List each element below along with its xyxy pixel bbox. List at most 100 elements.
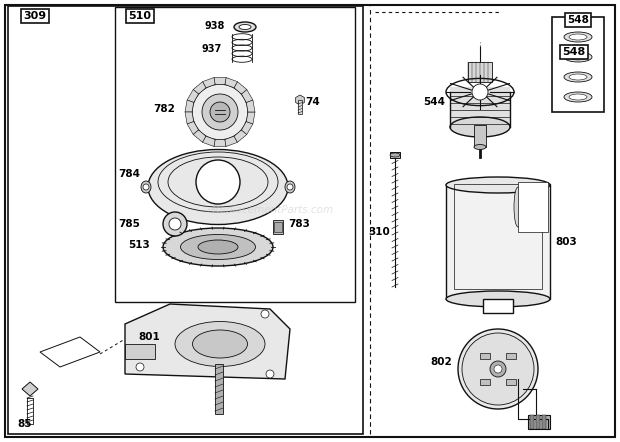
Polygon shape bbox=[193, 130, 206, 142]
Text: 801: 801 bbox=[138, 332, 160, 342]
Bar bbox=[530, 415, 534, 429]
Ellipse shape bbox=[564, 52, 592, 62]
Ellipse shape bbox=[192, 330, 247, 358]
Text: 548: 548 bbox=[567, 15, 589, 25]
Circle shape bbox=[472, 84, 488, 100]
Text: 937: 937 bbox=[202, 44, 222, 54]
Text: 803: 803 bbox=[555, 237, 577, 247]
Text: 548: 548 bbox=[562, 47, 586, 57]
Bar bbox=[542, 415, 546, 429]
Circle shape bbox=[196, 160, 240, 204]
Ellipse shape bbox=[446, 177, 550, 193]
Bar bbox=[298, 100, 302, 114]
Polygon shape bbox=[185, 100, 193, 112]
Bar bbox=[468, 62, 492, 82]
Polygon shape bbox=[187, 122, 198, 134]
Bar bbox=[518, 182, 548, 232]
Ellipse shape bbox=[514, 187, 522, 227]
Polygon shape bbox=[225, 136, 237, 146]
Text: 85: 85 bbox=[18, 419, 32, 429]
Polygon shape bbox=[483, 299, 513, 313]
Ellipse shape bbox=[141, 181, 151, 193]
Circle shape bbox=[202, 94, 238, 130]
Polygon shape bbox=[125, 304, 290, 379]
Ellipse shape bbox=[564, 92, 592, 102]
Bar bbox=[446, 184, 550, 299]
Bar bbox=[8, 6, 363, 434]
Text: eReplacementParts.com: eReplacementParts.com bbox=[206, 205, 334, 215]
Ellipse shape bbox=[175, 321, 265, 366]
Polygon shape bbox=[296, 95, 304, 105]
Polygon shape bbox=[246, 100, 255, 112]
Ellipse shape bbox=[564, 32, 592, 42]
Circle shape bbox=[266, 370, 274, 378]
Bar bbox=[215, 364, 223, 414]
Circle shape bbox=[458, 329, 538, 409]
Text: 783: 783 bbox=[288, 219, 310, 229]
Polygon shape bbox=[22, 382, 38, 396]
Polygon shape bbox=[203, 77, 215, 88]
Circle shape bbox=[210, 102, 230, 122]
Bar bbox=[474, 125, 486, 147]
Ellipse shape bbox=[569, 54, 587, 60]
Circle shape bbox=[192, 84, 248, 140]
Circle shape bbox=[462, 333, 534, 405]
Ellipse shape bbox=[198, 240, 238, 254]
Polygon shape bbox=[241, 89, 253, 103]
Ellipse shape bbox=[239, 24, 251, 30]
Ellipse shape bbox=[450, 117, 510, 137]
Polygon shape bbox=[246, 112, 255, 124]
Text: 310: 310 bbox=[368, 227, 390, 237]
Ellipse shape bbox=[180, 235, 255, 259]
Ellipse shape bbox=[148, 149, 288, 225]
Text: 802: 802 bbox=[430, 357, 452, 367]
Ellipse shape bbox=[446, 291, 550, 307]
Text: 544: 544 bbox=[423, 97, 445, 107]
Ellipse shape bbox=[234, 22, 256, 32]
Text: 784: 784 bbox=[118, 169, 140, 179]
Text: 510: 510 bbox=[128, 11, 151, 21]
Ellipse shape bbox=[285, 181, 295, 193]
Circle shape bbox=[163, 212, 187, 236]
Text: 513: 513 bbox=[128, 240, 150, 250]
Circle shape bbox=[261, 310, 269, 318]
Circle shape bbox=[490, 361, 506, 377]
Text: 782: 782 bbox=[153, 104, 175, 114]
Text: 785: 785 bbox=[118, 219, 140, 229]
Polygon shape bbox=[225, 77, 237, 88]
Bar bbox=[390, 152, 400, 158]
Bar bbox=[273, 220, 283, 234]
Circle shape bbox=[136, 363, 144, 371]
Ellipse shape bbox=[390, 153, 400, 157]
Ellipse shape bbox=[564, 72, 592, 82]
Polygon shape bbox=[214, 77, 226, 84]
Circle shape bbox=[287, 184, 293, 190]
Ellipse shape bbox=[569, 34, 587, 40]
Text: 309: 309 bbox=[24, 11, 46, 21]
Bar bbox=[552, 17, 604, 112]
Bar bbox=[450, 87, 510, 127]
FancyBboxPatch shape bbox=[480, 353, 490, 359]
Polygon shape bbox=[234, 82, 247, 94]
Circle shape bbox=[169, 218, 181, 230]
Bar bbox=[528, 415, 550, 429]
Text: 74: 74 bbox=[305, 97, 320, 107]
Circle shape bbox=[494, 365, 502, 373]
Polygon shape bbox=[185, 112, 193, 124]
Circle shape bbox=[143, 184, 149, 190]
Polygon shape bbox=[203, 136, 215, 146]
FancyBboxPatch shape bbox=[480, 379, 490, 385]
Ellipse shape bbox=[163, 228, 273, 266]
Bar bbox=[274, 222, 282, 232]
Ellipse shape bbox=[569, 74, 587, 80]
FancyBboxPatch shape bbox=[506, 379, 516, 385]
Polygon shape bbox=[234, 130, 247, 142]
Polygon shape bbox=[214, 140, 226, 146]
Bar bbox=[115, 7, 355, 302]
Polygon shape bbox=[193, 82, 206, 94]
Polygon shape bbox=[187, 89, 198, 103]
Bar bbox=[454, 184, 542, 289]
Polygon shape bbox=[241, 122, 253, 134]
Ellipse shape bbox=[569, 94, 587, 100]
Ellipse shape bbox=[474, 145, 486, 149]
